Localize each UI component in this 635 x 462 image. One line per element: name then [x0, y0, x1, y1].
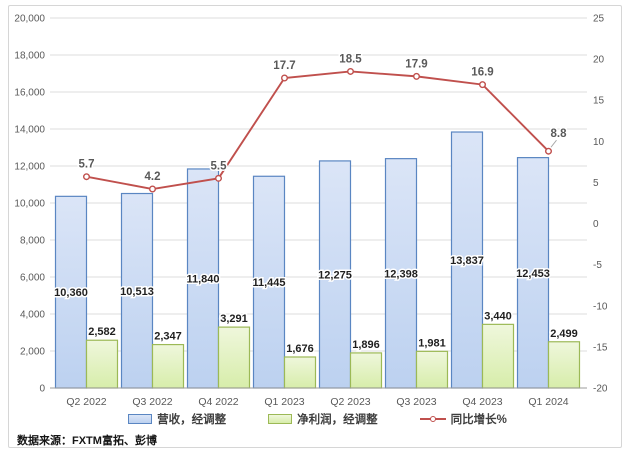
- right-axis-tick-label: 25: [593, 14, 605, 25]
- bar-revenue-Q2 2023: [318, 160, 352, 389]
- yoy-growth-line: [86, 70, 550, 190]
- x-axis-category-label: Q2 2022: [66, 396, 106, 408]
- right-axis-tick-label: -5: [593, 260, 602, 271]
- bar-data-label: 12,275: [318, 269, 352, 281]
- yoy-line-marker: [281, 74, 289, 82]
- yoy-line-marker: [148, 185, 156, 193]
- yoy-line-marker: [82, 173, 90, 181]
- right-axis-tick-label: 15: [593, 96, 605, 107]
- bar-data-label: 10,513: [120, 286, 154, 298]
- chart-legend: 营收，经调整 净利润，经调整 同比增长%: [0, 411, 635, 427]
- right-axis-tick-label: 20: [593, 55, 605, 66]
- legend-item-yoy-growth: 同比增长%: [419, 411, 507, 427]
- bar-data-label: 1,981: [418, 337, 446, 349]
- yoy-line-marker: [413, 72, 421, 80]
- bar-data-label: 1,896: [352, 339, 380, 351]
- legend-label-net-profit: 净利润，经调整: [297, 414, 378, 426]
- right-axis-tick-label: -20: [593, 384, 608, 395]
- x-axis-category-label: Q3 2022: [132, 396, 172, 408]
- left-axis-tick-label: 10,000: [14, 199, 45, 210]
- right-axis-tick-label: 0: [593, 219, 599, 230]
- right-axis-tick-label: -10: [593, 301, 608, 312]
- left-axis-tick-label: 16,000: [14, 88, 45, 99]
- yoy-line-marker: [347, 67, 355, 75]
- x-axis-category-label: Q4 2023: [462, 396, 502, 408]
- x-axis-category-label: Q3 2023: [396, 396, 436, 408]
- right-axis-tick-label: 5: [593, 178, 599, 189]
- bar-net-profit-Q3 2023: [415, 350, 449, 389]
- bar-data-label: 11,445: [252, 277, 285, 289]
- bar-data-label: 1,676: [286, 343, 314, 355]
- yoy-data-label: 4.2: [145, 171, 161, 183]
- yoy-data-label: 17.7: [273, 60, 295, 72]
- yoy-data-label: 17.9: [405, 58, 427, 70]
- x-axis-category-label: Q2 2023: [330, 396, 370, 408]
- left-axis-tick-label: 20,000: [14, 14, 45, 25]
- bar-revenue-Q3 2023: [384, 158, 418, 389]
- yoy-line-marker: [545, 147, 553, 155]
- yoy-line-swatch-marker: [429, 415, 436, 422]
- bar-data-label: 12,398: [384, 268, 418, 280]
- yoy-data-label: 18.5: [339, 53, 362, 65]
- bar-data-label: 2,582: [88, 326, 116, 338]
- yoy-line-swatch-icon: [419, 415, 446, 424]
- yoy-data-label: 5.7: [79, 159, 95, 171]
- yoy-data-label: 5.5: [211, 160, 228, 172]
- bar-net-profit-Q4 2022: [217, 326, 251, 389]
- bar-data-label: 13,837: [450, 255, 484, 267]
- bar-data-label: 3,291: [220, 313, 248, 325]
- source-note: 数据来源：FXTM富拓、彭博: [17, 435, 157, 447]
- yoy-data-label: 8.8: [551, 128, 568, 140]
- combo-chart-plot: 0 2,000 4,000 6,000 8,000 10,000 12,000 14,000 1…: [14, 14, 608, 409]
- bar-revenue-Q4 2022: [186, 168, 220, 389]
- bar-net-profit-Q2 2023: [349, 352, 383, 389]
- yoy-line-marker: [214, 174, 222, 182]
- legend-item-net-profit: 净利润，经调整: [268, 411, 378, 427]
- left-axis-tick-label: 6,000: [20, 273, 45, 284]
- bar-net-profit-Q3 2022: [151, 343, 185, 389]
- right-axis-tick-label: -15: [593, 342, 608, 353]
- bar-revenue-Q1 2023: [252, 175, 286, 389]
- left-axis-tick-label: 8,000: [20, 236, 45, 247]
- legend-label-yoy-growth: 同比增长%: [450, 414, 507, 426]
- x-axis-category-label: Q4 2022: [198, 396, 238, 408]
- label-leader-line: [550, 139, 557, 148]
- yoy-data-label: 16.9: [471, 67, 493, 79]
- bar-revenue-Q2 2022: [54, 195, 88, 389]
- bar-net-profit-Q2 2022: [85, 339, 119, 389]
- legend-label-revenue: 营收，经调整: [157, 414, 227, 426]
- yoy-line-marker: [479, 81, 487, 89]
- x-axis-category-label: Q1 2023: [264, 396, 304, 408]
- bar-data-label: 2,499: [550, 328, 578, 340]
- bar-net-profit-Q4 2023: [481, 323, 515, 389]
- left-axis-tick-label: 12,000: [14, 162, 45, 173]
- net-profit-bar-swatch-icon: [268, 414, 293, 424]
- bar-data-label: 10,360: [54, 287, 88, 299]
- bar-data-label: 12,453: [516, 268, 550, 280]
- left-axis-tick-label: 2,000: [20, 347, 45, 358]
- right-axis-tick-label: 10: [593, 137, 605, 148]
- left-axis-tick-label: 18,000: [14, 51, 45, 62]
- left-axis-tick-label: 4,000: [20, 310, 45, 321]
- bar-net-profit-Q1 2023: [283, 356, 317, 389]
- bar-data-label: 11,840: [186, 273, 219, 285]
- revenue-bar-swatch-icon: [128, 414, 153, 424]
- x-axis-category-label: Q1 2024: [528, 396, 568, 408]
- bar-net-profit-Q1 2024: [547, 341, 581, 389]
- bar-revenue-Q1 2024: [516, 157, 550, 389]
- left-axis-tick-label: 14,000: [14, 125, 45, 136]
- bar-data-label: 3,440: [484, 310, 512, 322]
- bar-data-label: 2,347: [154, 331, 182, 343]
- legend-item-revenue: 营收，经调整: [128, 411, 226, 427]
- left-axis-tick-label: 0: [39, 384, 45, 395]
